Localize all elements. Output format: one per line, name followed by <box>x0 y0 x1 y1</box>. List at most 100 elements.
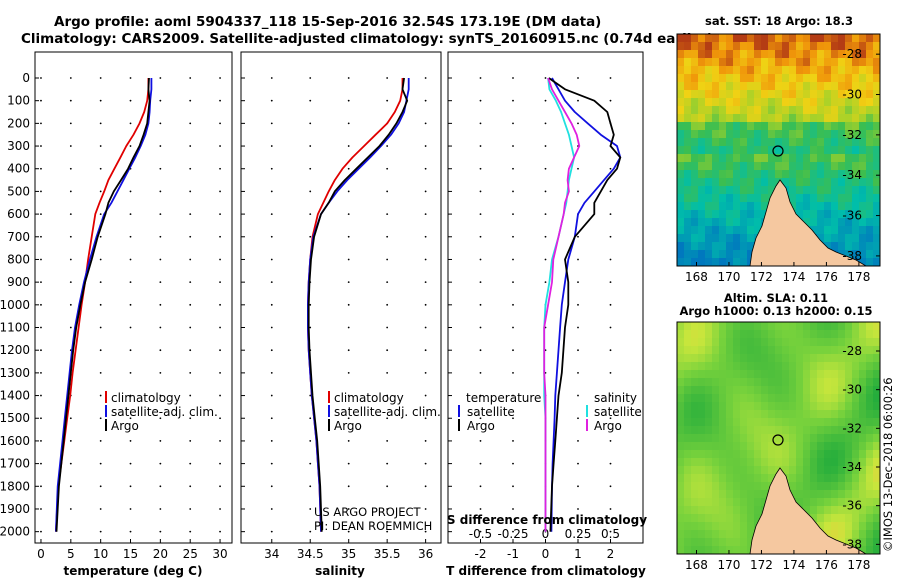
sst-cell <box>726 122 734 131</box>
sla-cell <box>831 450 839 459</box>
sst-cell <box>789 194 797 203</box>
sst-cell <box>705 202 713 211</box>
sst-cell <box>838 242 846 251</box>
sst-cell <box>803 122 811 131</box>
imos-stamp: ©IMOS 13-Dec-2018 06:00:26 <box>881 377 895 552</box>
sla-cell <box>705 466 713 475</box>
sla-cell <box>726 498 734 507</box>
sla-cell <box>691 418 699 427</box>
sla-cell <box>698 322 706 331</box>
sla-cell <box>789 322 797 331</box>
sst-cell <box>845 186 853 195</box>
grid-dot <box>577 303 579 306</box>
sst-cell <box>733 194 741 203</box>
sst-cell <box>866 170 874 179</box>
sla-cell <box>754 354 762 363</box>
sla-cell <box>852 410 860 419</box>
sst-cell <box>831 82 839 91</box>
grid-dot <box>69 508 72 510</box>
sst-cell <box>740 74 748 83</box>
sst-cell <box>747 178 755 187</box>
sst-cell <box>817 58 825 67</box>
sla-cell <box>838 498 846 507</box>
sst-cell <box>698 122 706 131</box>
sst-cell <box>726 202 734 211</box>
sla-cell <box>838 370 846 379</box>
sst-cell <box>712 138 720 147</box>
legend-label-climatology: climatology <box>111 391 181 405</box>
grid-dot <box>129 258 132 261</box>
sst-cell <box>761 58 769 67</box>
sst-cell <box>684 146 692 155</box>
sla-cell <box>740 458 748 467</box>
depth-tick-label: 1500 <box>0 411 30 425</box>
sst-cell <box>691 90 699 99</box>
grid-dot <box>577 417 579 420</box>
sst-cell <box>831 234 839 243</box>
sst-cell <box>712 42 720 51</box>
sla-cell <box>845 402 853 411</box>
sst-cell <box>782 106 790 115</box>
sst-cell <box>831 186 839 195</box>
sst-cell <box>775 122 783 131</box>
sla-cell <box>733 490 741 499</box>
grid-dot <box>99 77 102 79</box>
grid-dot <box>609 485 612 488</box>
sla-cell <box>726 434 734 443</box>
lat-tick-label: -28 <box>842 344 862 358</box>
sla-cell <box>712 490 720 499</box>
grid-dot <box>386 213 389 215</box>
grid-dot <box>99 145 102 147</box>
sla-cell <box>831 362 839 371</box>
sst-cell <box>733 82 741 91</box>
sst-cell <box>726 210 734 219</box>
grid-dot <box>577 235 579 238</box>
sla-cell <box>712 426 720 435</box>
sst-cell <box>831 226 839 235</box>
sst-cell <box>824 34 832 43</box>
sla-cell <box>754 378 762 387</box>
sla-cell <box>810 514 818 523</box>
sla-cell <box>831 386 839 395</box>
sla-cell <box>873 394 880 403</box>
sst-cell <box>719 66 727 75</box>
sst-cell <box>691 178 699 187</box>
sst-cell <box>712 122 720 131</box>
grid-dot <box>479 440 482 442</box>
sla-cell <box>817 418 825 427</box>
sla-cell <box>684 354 692 363</box>
sst-cell <box>824 90 832 99</box>
sla-cell <box>831 402 839 411</box>
sst-cell <box>754 170 762 179</box>
sla-cell <box>705 410 713 419</box>
sst-cell <box>852 34 860 43</box>
sla-cell <box>873 506 880 515</box>
depth-tick-label: 600 <box>7 207 30 221</box>
lat-tick-label: -36 <box>842 499 862 513</box>
sst-cell <box>838 146 846 155</box>
sla-cell <box>684 514 692 523</box>
sla-cell <box>810 378 818 387</box>
grid-dot <box>129 394 132 397</box>
sst-cell <box>789 122 797 131</box>
sla-cell <box>873 354 880 363</box>
sla-cell <box>733 498 741 507</box>
legend-label-argo: Argo <box>334 419 362 433</box>
sst-cell <box>852 74 860 83</box>
grid-dot <box>189 508 192 510</box>
sla-cell <box>852 394 860 403</box>
sla-cell <box>845 386 853 395</box>
grid-dot <box>69 530 72 533</box>
sst-cell <box>810 42 818 51</box>
sla-cell <box>866 402 874 411</box>
sst-cell <box>838 162 846 171</box>
sla-cell <box>677 386 685 395</box>
sst-cell <box>852 234 860 243</box>
sla-cell <box>831 474 839 483</box>
sla-cell <box>852 522 860 531</box>
sst-cell <box>754 50 762 59</box>
sla-cell <box>852 346 860 355</box>
sst-cell <box>768 186 776 195</box>
sla-cell <box>768 354 776 363</box>
sla-cell <box>768 418 776 427</box>
